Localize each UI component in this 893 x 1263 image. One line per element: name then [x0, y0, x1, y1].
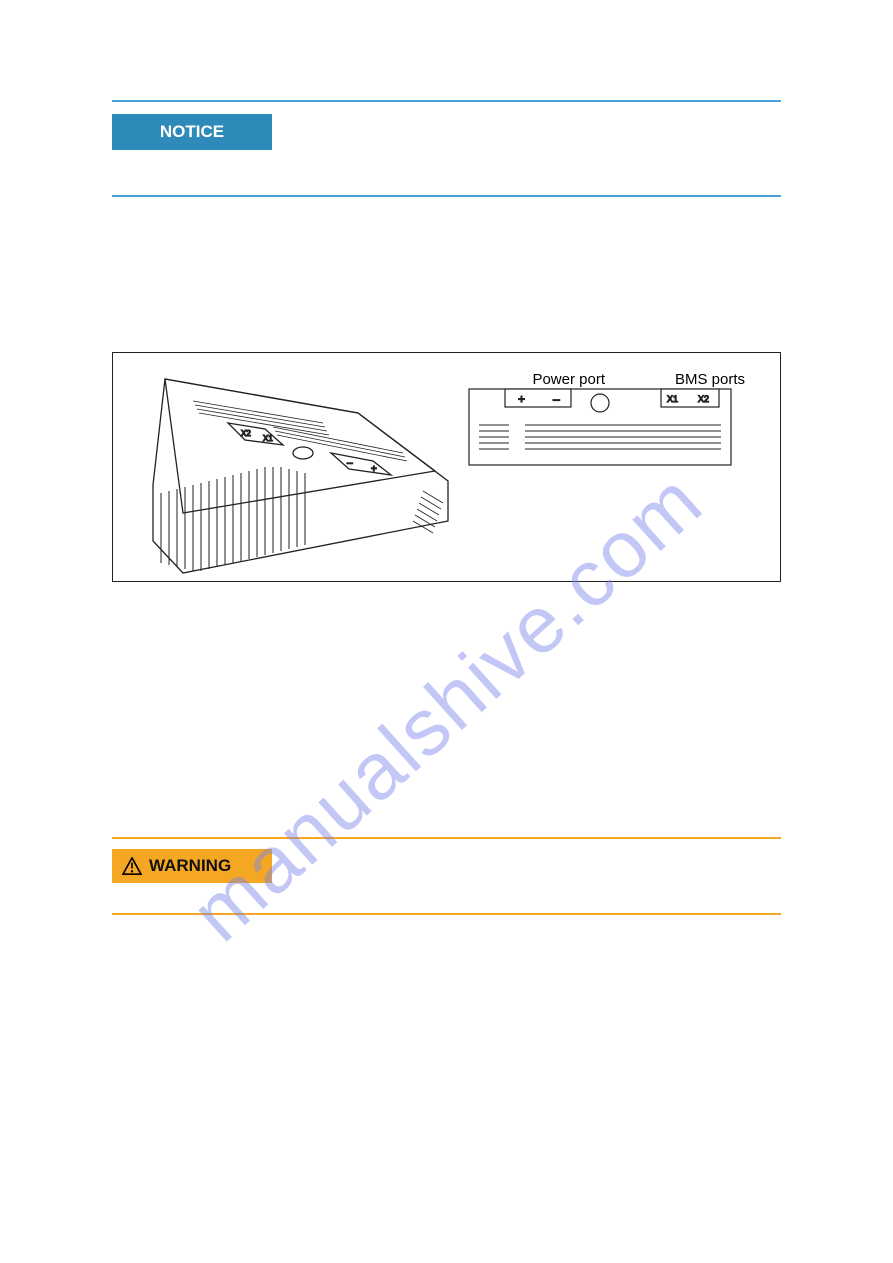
divider-orange-top — [112, 837, 781, 839]
svg-text:+: + — [371, 464, 377, 475]
divider-blue-top — [112, 100, 781, 102]
product-diagram-svg: + – X1 X2 — [113, 353, 781, 581]
svg-text:X2: X2 — [241, 429, 251, 438]
warning-label: WARNING — [149, 856, 231, 876]
power-minus-label: – — [553, 392, 560, 406]
bms-x1-label: X1 — [667, 394, 678, 404]
warning-callout: WARNING — [112, 849, 272, 883]
bms-x2-label: X2 — [698, 394, 709, 404]
divider-orange-bottom — [112, 913, 781, 915]
product-figure: Power port BMS ports + – X1 X2 — [112, 352, 781, 582]
svg-text:–: – — [347, 458, 353, 469]
notice-callout: NOTICE — [112, 114, 272, 150]
notice-label: NOTICE — [160, 122, 224, 141]
warning-triangle-icon — [122, 857, 142, 875]
svg-text:X1: X1 — [263, 434, 273, 443]
power-plus-label: + — [518, 392, 525, 406]
divider-blue-bottom — [112, 195, 781, 197]
